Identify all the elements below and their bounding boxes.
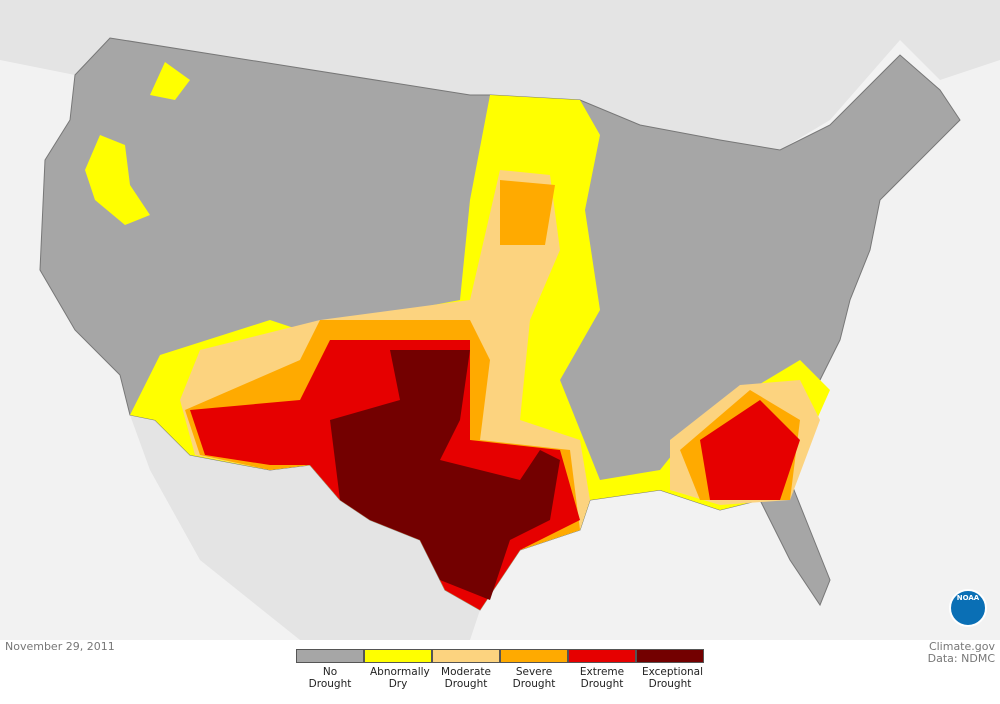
drought-map: NOAA bbox=[0, 0, 1000, 640]
date: November 29, 2011 bbox=[5, 640, 115, 653]
canada bbox=[0, 0, 1000, 150]
legend-swatch bbox=[364, 649, 432, 663]
legend-label: Extreme Drought bbox=[579, 666, 625, 690]
legend-label: Exceptional Drought bbox=[642, 666, 704, 690]
legend-label: No Drought bbox=[308, 666, 352, 690]
legend-label: Moderate Drought bbox=[441, 666, 491, 690]
legend-item: Severe Drought bbox=[500, 649, 568, 690]
legend-item: No Drought bbox=[296, 649, 364, 690]
noaa-logo bbox=[949, 589, 987, 627]
legend-swatch bbox=[432, 649, 500, 663]
legend-item: Moderate Drought bbox=[432, 649, 500, 690]
source: Climate.gov bbox=[928, 640, 995, 653]
legend-label: Abnormally Dry bbox=[370, 666, 430, 690]
abnormally-dry-area bbox=[85, 135, 150, 225]
legend-item: Abnormally Dry bbox=[364, 649, 432, 690]
legend-item: Extreme Drought bbox=[568, 649, 636, 690]
exceptional-drought-area bbox=[330, 350, 560, 600]
legend: No Drought Abnormally Dry Moderate Drought… bbox=[296, 649, 706, 704]
extreme-drought-area bbox=[700, 400, 800, 500]
credit: Data: NDMC bbox=[927, 652, 995, 665]
severe-drought-area bbox=[500, 180, 555, 245]
legend-swatch bbox=[568, 649, 636, 663]
legend-item: Exceptional Drought bbox=[636, 649, 704, 690]
legend-swatch bbox=[500, 649, 568, 663]
legend-swatch bbox=[636, 649, 704, 663]
abnormally-dry-area bbox=[150, 62, 190, 100]
logo-text: NOAA bbox=[957, 594, 980, 602]
legend-label: Severe Drought bbox=[512, 666, 556, 690]
mexico bbox=[130, 415, 480, 640]
legend-swatch bbox=[296, 649, 364, 663]
